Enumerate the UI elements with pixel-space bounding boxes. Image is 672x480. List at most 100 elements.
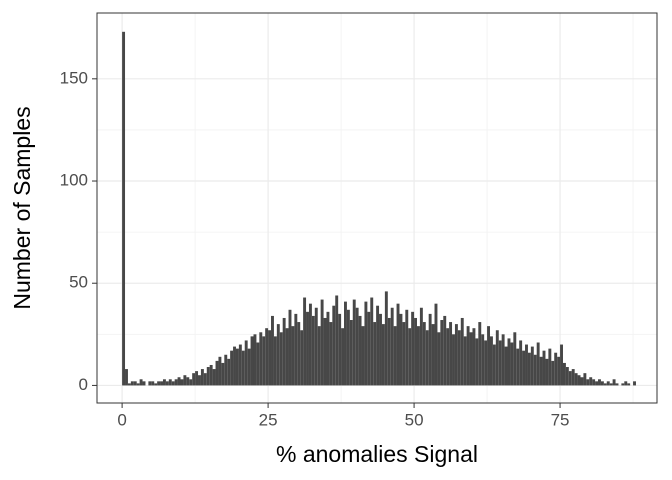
bar <box>554 352 558 386</box>
bar <box>589 377 593 386</box>
bar <box>133 381 137 386</box>
bar <box>183 375 187 386</box>
bar <box>446 328 450 386</box>
bar <box>218 356 222 386</box>
bar <box>279 332 283 386</box>
bar <box>154 383 158 386</box>
bar <box>209 364 213 386</box>
bar <box>516 348 520 386</box>
x-tick-label: 25 <box>259 410 278 429</box>
bar <box>539 356 543 386</box>
bar <box>417 326 420 386</box>
bar <box>151 381 155 386</box>
bar <box>233 346 236 386</box>
bar <box>454 324 458 386</box>
bar <box>419 307 423 386</box>
axes: 0 25 50 75 0 50 100 150 <box>60 68 570 429</box>
bar <box>355 307 359 386</box>
x-axis-title: % anomalies Signal <box>276 441 478 467</box>
bar <box>574 373 578 386</box>
bar <box>443 315 447 386</box>
bar <box>414 317 417 386</box>
bar <box>253 334 257 386</box>
bar <box>142 381 146 386</box>
bar <box>288 309 292 386</box>
bar <box>475 338 479 386</box>
bar <box>452 334 455 386</box>
bar <box>157 381 161 386</box>
bar <box>367 311 371 386</box>
bar <box>300 330 304 386</box>
bar <box>481 334 485 386</box>
bar <box>542 350 546 386</box>
bar <box>320 299 324 386</box>
bar <box>437 332 441 386</box>
bar <box>557 356 561 386</box>
bar <box>568 371 572 386</box>
bar <box>127 383 131 386</box>
y-tick-label: 0 <box>79 375 88 394</box>
bar <box>294 313 298 386</box>
bar <box>259 332 263 386</box>
bar <box>276 324 280 386</box>
bar <box>598 379 601 386</box>
x-tick-label: 50 <box>405 410 424 429</box>
bar <box>411 311 415 386</box>
bar <box>376 305 380 386</box>
bar <box>560 344 563 386</box>
y-axis-title: Number of Samples <box>9 106 35 309</box>
bar <box>227 358 231 386</box>
y-tick-label: 150 <box>60 68 88 87</box>
bar <box>615 383 619 386</box>
bar <box>192 373 196 386</box>
x-tick-label: 0 <box>117 410 126 429</box>
bar <box>519 340 523 386</box>
bar <box>130 381 134 386</box>
bar <box>405 309 409 386</box>
bar <box>262 336 266 386</box>
bar <box>136 383 140 386</box>
bar <box>408 328 412 386</box>
bar <box>440 320 444 386</box>
bar <box>335 295 339 386</box>
bar <box>317 326 321 386</box>
bar <box>326 311 330 386</box>
bar <box>341 328 345 386</box>
bar <box>513 332 517 386</box>
bar <box>381 324 385 386</box>
bar <box>478 322 482 386</box>
bar <box>384 291 388 386</box>
bar <box>498 340 502 386</box>
bar <box>624 381 628 386</box>
bar <box>545 358 549 386</box>
bar <box>487 326 490 386</box>
bar <box>200 369 204 386</box>
bar <box>285 328 289 386</box>
bar <box>527 352 531 386</box>
bar <box>224 354 228 386</box>
bar <box>221 362 225 386</box>
bar <box>507 338 511 386</box>
bar <box>370 297 374 386</box>
bar <box>393 326 397 386</box>
bar <box>571 369 575 386</box>
bar <box>592 379 596 386</box>
bar <box>469 332 473 386</box>
y-tick-label: 50 <box>69 273 88 292</box>
bar <box>268 330 272 386</box>
bar <box>536 342 540 386</box>
bar <box>323 317 327 386</box>
bar <box>148 381 152 386</box>
bar <box>160 381 163 386</box>
bar <box>525 344 528 386</box>
bar <box>402 322 406 386</box>
bar <box>533 354 537 386</box>
bar <box>586 379 590 386</box>
bar <box>306 311 309 386</box>
bar <box>387 317 391 386</box>
bar <box>256 342 260 386</box>
bar <box>422 322 426 386</box>
bar <box>600 381 604 386</box>
bar <box>551 360 555 386</box>
